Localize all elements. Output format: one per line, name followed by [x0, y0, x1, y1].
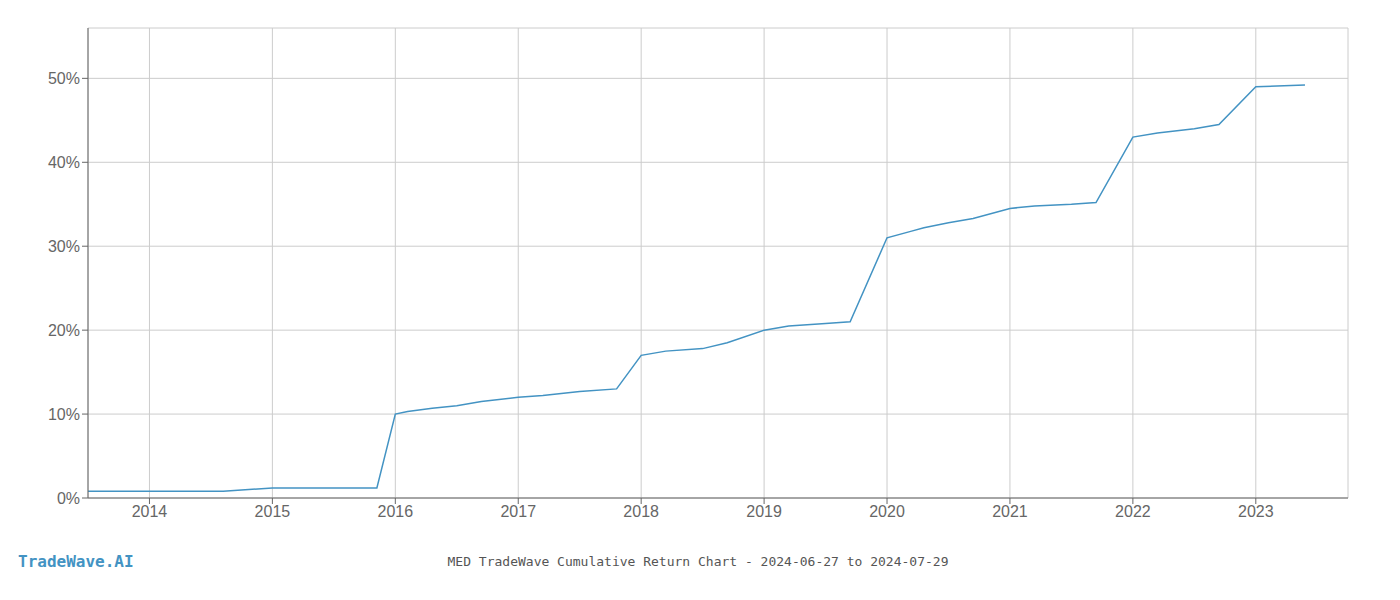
svg-text:2020: 2020	[869, 503, 905, 520]
svg-text:2022: 2022	[1115, 503, 1151, 520]
svg-text:2023: 2023	[1238, 503, 1274, 520]
svg-text:2017: 2017	[500, 503, 536, 520]
svg-text:2015: 2015	[255, 503, 291, 520]
svg-text:2021: 2021	[992, 503, 1028, 520]
svg-text:40%: 40%	[48, 154, 80, 171]
svg-text:2016: 2016	[378, 503, 414, 520]
svg-text:50%: 50%	[48, 70, 80, 87]
svg-text:0%: 0%	[57, 490, 80, 507]
html-text:TradeWave.AI: TradeWave.AI	[18, 552, 134, 571]
svg-text:2019: 2019	[746, 503, 782, 520]
svg-text:20%: 20%	[48, 322, 80, 339]
svg-text:30%: 30%	[48, 238, 80, 255]
svg-text:2014: 2014	[132, 503, 168, 520]
html-text:MED TradeWave Cumulative Retur: MED TradeWave Cumulative Return Chart - …	[447, 554, 949, 569]
svg-text:2018: 2018	[623, 503, 659, 520]
svg-text:10%: 10%	[48, 406, 80, 423]
